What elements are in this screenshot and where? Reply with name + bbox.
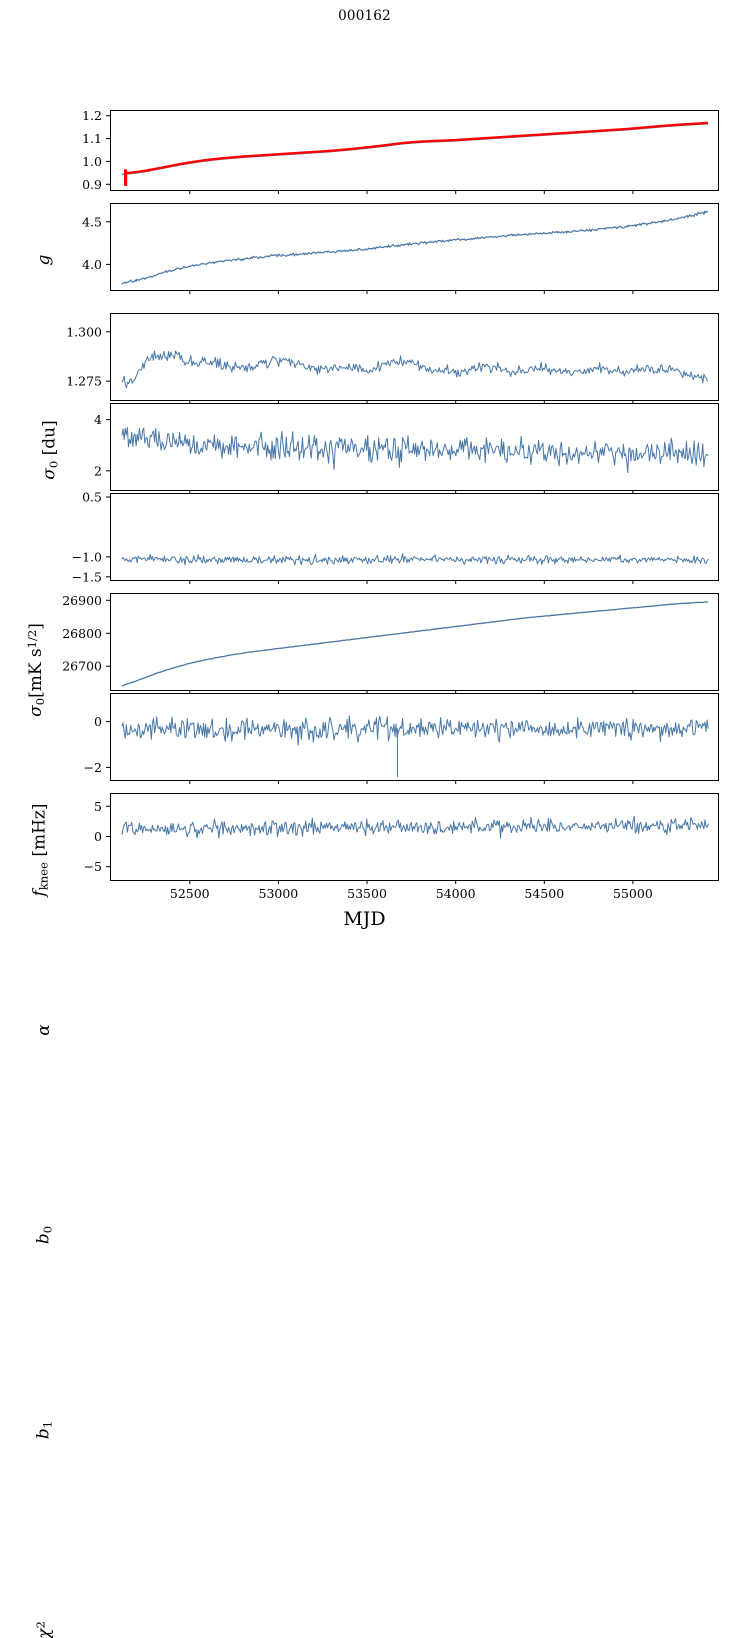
y-axis-label-chi2: χ2 xyxy=(33,1620,55,1638)
xtick-label-6: 55000 xyxy=(613,886,653,901)
data-layer-sigma0-du xyxy=(121,210,709,285)
axes-frame-b1 xyxy=(110,693,719,781)
series-fknee-series xyxy=(121,426,709,473)
x-axis-label: MJD xyxy=(343,908,386,930)
ytick-label-alpha-0: −1.5 xyxy=(72,569,102,584)
data-layer-alpha xyxy=(121,553,709,566)
series-chi2-series xyxy=(121,815,709,839)
ytick-label-chi2-2: 5 xyxy=(94,799,102,814)
axes-frame-alpha xyxy=(110,493,719,581)
ytick-label-b0-2: 26900 xyxy=(62,593,102,608)
y-axis-label-alpha: α xyxy=(34,1023,54,1036)
ytick-label-fknee-0: 2 xyxy=(94,463,102,478)
data-layer-fknee xyxy=(121,426,709,473)
ytick-label-b1-1: 0 xyxy=(94,714,102,729)
axes-frame-gain xyxy=(110,110,719,191)
xtick-label-4: 54000 xyxy=(436,886,476,901)
ytick-label-chi2-1: 0 xyxy=(94,829,102,844)
data-layer-b1 xyxy=(121,715,709,778)
panel-b0: 26700 26800 26900 b0 xyxy=(0,593,729,1244)
series-b0-trend xyxy=(121,601,709,687)
ytick-label-sigma0-mk-1: 1.300 xyxy=(66,324,102,339)
ytick-label-chi2-0: −5 xyxy=(84,859,102,874)
ytick-label-gain-2: 1.1 xyxy=(82,131,102,146)
ytick-label-gain-0: 0.9 xyxy=(82,177,102,192)
axes-frame-sigma0-mk xyxy=(110,313,719,401)
ytick-label-sigma0-du-1: 4.5 xyxy=(82,214,102,229)
panel-chi2: −5 0 5 52500 53000 53500 54000 54500 55000 χ2 xyxy=(0,793,729,1638)
series-sigma0-mk-series xyxy=(121,350,708,389)
xtick-label-3: 53500 xyxy=(347,886,387,901)
series-b1-series xyxy=(121,715,709,746)
ytick-label-sigma0-du-0: 4.0 xyxy=(82,257,102,272)
ytick-label-gain-3: 1.2 xyxy=(82,108,102,123)
y-axis-label-b1: b1 xyxy=(33,1420,55,1439)
ytick-label-alpha-1: −1.0 xyxy=(72,549,102,564)
series-sigma0-du-trend xyxy=(121,210,709,285)
xtick-label-5: 54500 xyxy=(524,886,564,901)
series-alpha-series xyxy=(121,553,709,566)
ytick-label-gain-1: 1.0 xyxy=(82,154,102,169)
xtick-label-1: 52500 xyxy=(170,886,210,901)
ytick-label-b1-0: −2 xyxy=(84,760,102,775)
data-layer-gain xyxy=(121,121,709,186)
axes-frame-chi2 xyxy=(110,793,719,881)
figure-canvas: 000162 0.9 1.0 1.1 1.2 g 4.0 4.5 σ0 [du] 1.275 1.… xyxy=(0,8,729,1638)
ytick-label-fknee-1: 4 xyxy=(94,412,102,427)
axes-frame-sigma0-du xyxy=(110,203,719,291)
xtick-label-2: 53000 xyxy=(259,886,299,901)
panel-sigma0-du: 4.0 4.5 σ0 [du] xyxy=(0,203,729,479)
axes-frame-fknee xyxy=(110,403,719,491)
ytick-label-alpha-2: 0.5 xyxy=(82,489,102,504)
panel-sigma0-mk: 1.275 1.300 σ0[mK s1/2] xyxy=(0,313,729,716)
ytick-label-b0-1: 26800 xyxy=(62,626,102,641)
data-layer-sigma0-mk xyxy=(121,350,708,389)
data-layer-b0 xyxy=(121,601,709,687)
data-layer-chi2 xyxy=(121,815,709,839)
ytick-label-sigma0-mk-0: 1.275 xyxy=(66,374,102,389)
figure-title: 000162 xyxy=(338,8,391,24)
ytick-label-b0-0: 26700 xyxy=(62,659,102,674)
panel-alpha: −1.5 −1.0 0.5 α xyxy=(0,489,729,1035)
panel-gain: 0.9 1.0 1.1 1.2 g xyxy=(0,108,729,265)
axes-frame-b0 xyxy=(110,593,719,691)
y-axis-label-b0: b0 xyxy=(33,1225,55,1244)
panel-b1: −2 0 b1 xyxy=(0,693,729,1439)
series-gain-fit xyxy=(121,123,709,175)
panel-fknee: 2 4 fknee [mHz] xyxy=(0,403,729,896)
series-gain-data xyxy=(125,121,709,175)
